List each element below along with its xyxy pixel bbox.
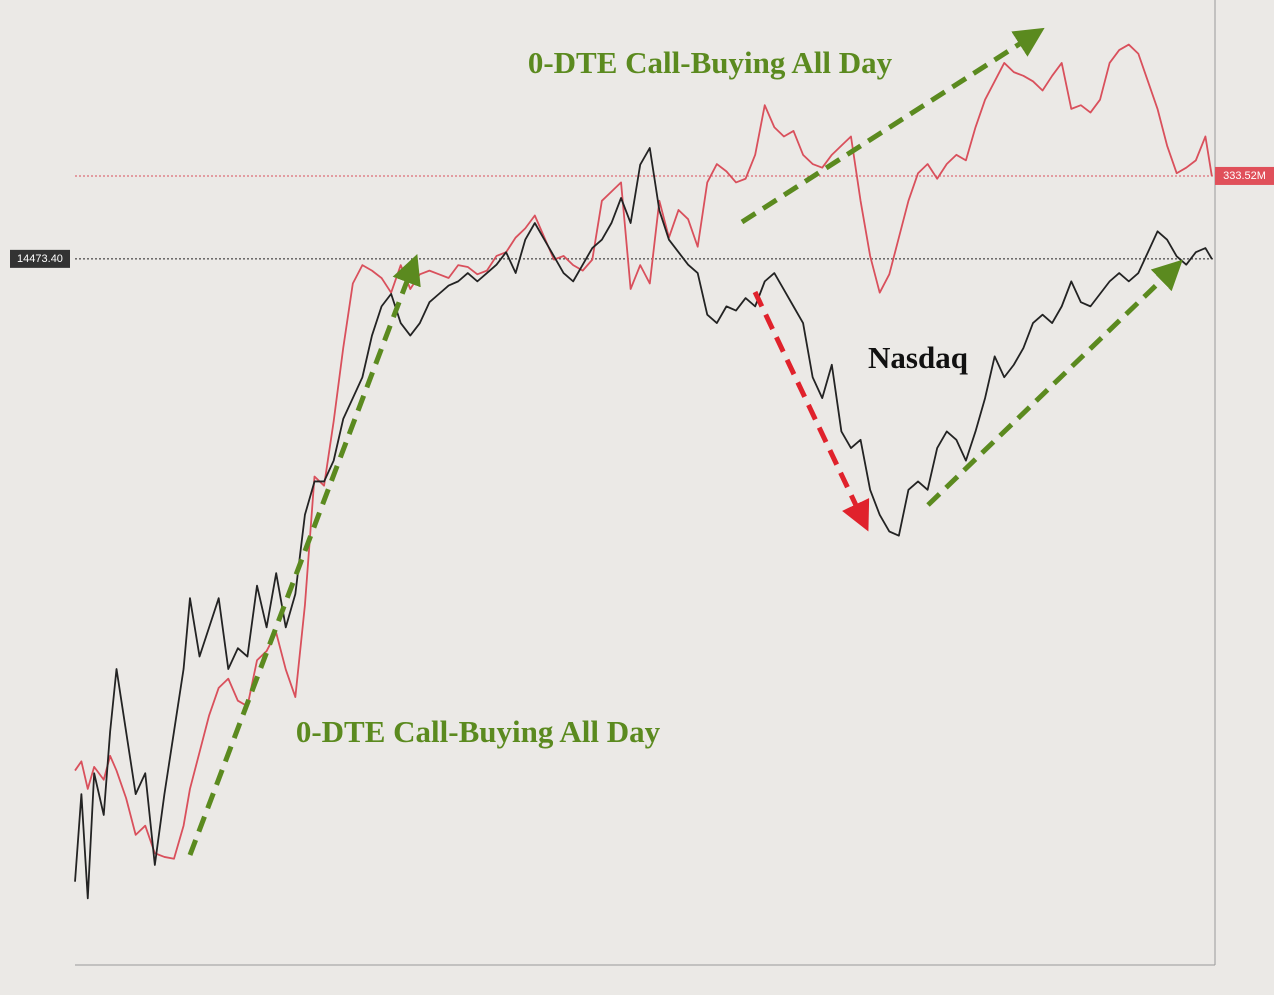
lines [74,43,1213,900]
annotation: Nasdaq [868,340,968,375]
current-value-label: 333.52M [1223,170,1266,182]
labels: 333.52M 14473.40 [10,166,1274,268]
grid [75,175,1215,260]
arrows [187,27,1183,856]
arrow [926,259,1183,507]
annotation: 0-DTE Call-Buying All Day [296,714,661,749]
arrow [187,253,421,856]
annotation: 0-DTE Call-Buying All Day [528,45,893,80]
series-line [74,147,1213,900]
current-value-box [1215,166,1274,185]
series-line [74,43,1213,860]
current-value-label: 14473.40 [17,253,63,265]
arrow [752,290,870,532]
current-value-box [10,249,70,268]
arrow [740,27,1045,225]
